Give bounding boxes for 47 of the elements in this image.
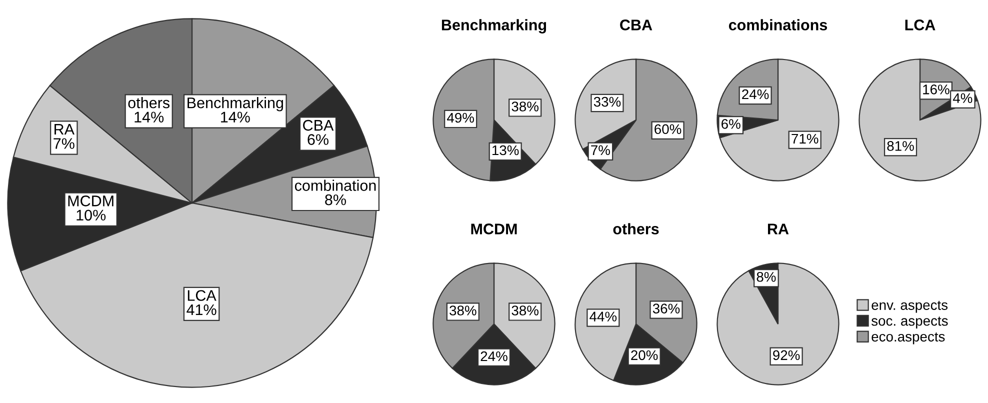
- data-label: 7%: [591, 145, 610, 156]
- slice-label: combination: [294, 180, 376, 191]
- data-label: 81%: [887, 141, 914, 151]
- slice-label: others: [128, 97, 170, 108]
- chart-title: others: [613, 223, 659, 234]
- legend-label: eco.aspects: [872, 332, 945, 344]
- data-label: 4%: [952, 93, 972, 104]
- data-label: 16%: [923, 84, 950, 94]
- data-label: 24%: [480, 351, 508, 362]
- data-label: 14%: [134, 112, 164, 122]
- data-label: 7%: [54, 138, 74, 149]
- data-label: 38%: [512, 102, 538, 112]
- slice-label: LCA: [188, 290, 216, 301]
- pie-slice: [716, 262, 840, 386]
- chart-title: Benchmarking: [442, 19, 546, 34]
- data-label: 44%: [590, 312, 617, 322]
- data-label: 60%: [654, 124, 682, 134]
- data-label: 20%: [631, 350, 658, 360]
- data-label: 6%: [722, 119, 740, 129]
- data-label: 8%: [325, 194, 346, 206]
- data-label: 38%: [450, 306, 476, 316]
- data-label: 14%: [221, 112, 250, 122]
- chart-title: LCA: [905, 20, 936, 30]
- data-label: 8%: [756, 272, 776, 282]
- data-label: 92%: [773, 350, 800, 360]
- data-label: 41%: [186, 304, 216, 316]
- chart-title: CBA: [620, 20, 652, 30]
- pie-slice: [858, 58, 982, 182]
- data-label: 10%: [76, 210, 106, 221]
- chart-title: combinations: [728, 19, 828, 30]
- legend-label: soc. aspects: [871, 316, 948, 329]
- slice-label: CBA: [303, 120, 334, 131]
- pie-slice: [719, 58, 840, 182]
- chart-title: MCDM: [471, 224, 517, 234]
- legend-label: env. aspects: [872, 300, 948, 313]
- data-label: 71%: [792, 134, 818, 144]
- data-label: 38%: [512, 306, 538, 316]
- data-label: 36%: [652, 304, 680, 314]
- slice-label: RA: [54, 124, 74, 135]
- data-label: 13%: [492, 145, 519, 156]
- slice-label: MCDM: [68, 196, 114, 206]
- chart-title: RA: [768, 224, 789, 234]
- data-label: 33%: [594, 96, 621, 107]
- legend-label: Benchmarking: [188, 97, 284, 112]
- data-label: 6%: [308, 134, 328, 145]
- data-label: 24%: [742, 89, 769, 100]
- data-label: 49%: [447, 112, 474, 123]
